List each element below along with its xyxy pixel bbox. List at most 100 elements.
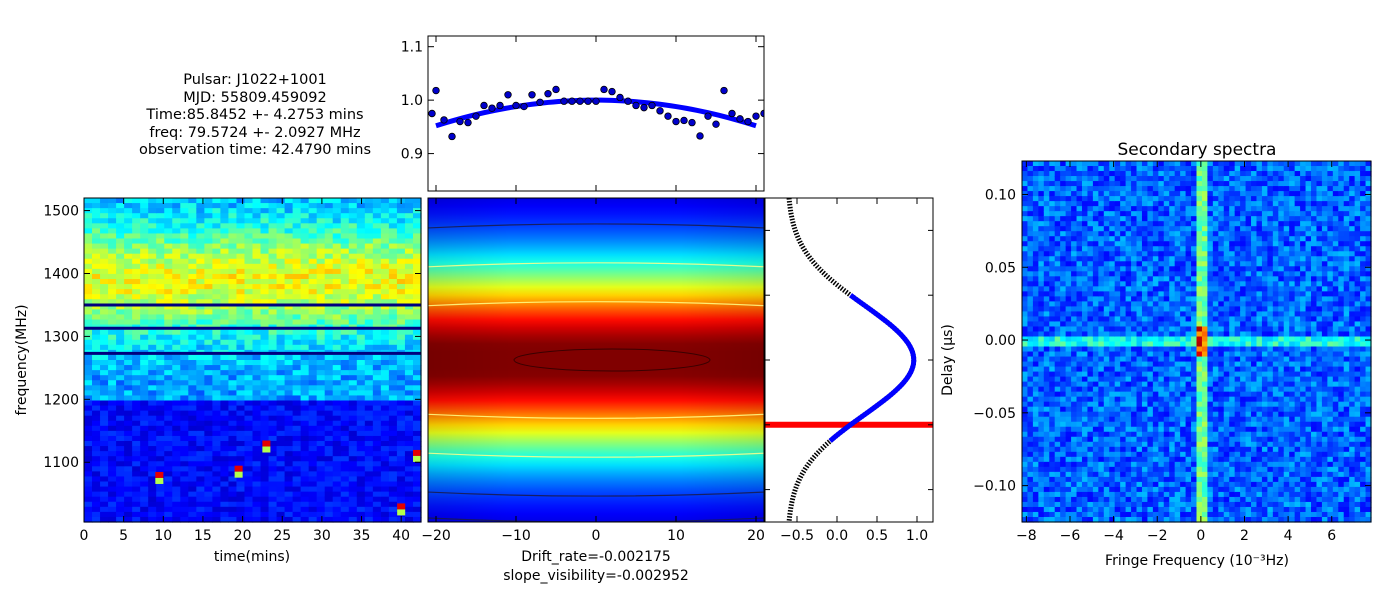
dynamic-spectrum-cell	[164, 228, 173, 235]
dynamic-spectrum-cell	[268, 395, 278, 402]
secondary-spectrum-cell	[1076, 211, 1083, 217]
dynamic-spectrum-cell	[124, 415, 133, 422]
dynamic-spectrum-cell	[220, 344, 230, 351]
dynamic-spectrum-cell	[348, 360, 358, 366]
secondary-spectrum-cell	[1114, 181, 1121, 187]
dynamic-spectrum-cell	[292, 420, 302, 427]
secondary-spectrum-cell	[1043, 466, 1050, 473]
secondary-spectrum-cell	[1071, 441, 1078, 448]
dynamic-spectrum-cell	[164, 395, 173, 402]
dynamic-spectrum-cell	[300, 481, 310, 488]
secondary-spectrum-cell	[1060, 421, 1067, 428]
secondary-spectrum-cell	[1136, 506, 1143, 513]
dynamic-spectrum-cell	[124, 284, 133, 290]
dynamic-spectrum-cell	[124, 395, 133, 402]
secondary-spectrum-cell	[1032, 446, 1039, 453]
dynamic-spectrum-cell	[292, 451, 302, 457]
secondary-spectrum-cell	[1027, 246, 1034, 252]
dynamic-spectrum-cell	[172, 456, 181, 462]
secondary-spectrum-cell	[1032, 311, 1039, 318]
dynamic-spectrum-cell	[236, 370, 246, 376]
secondary-spectrum-cell	[1022, 406, 1029, 413]
dynamic-spectrum-cell	[340, 425, 350, 432]
dynamic-spectrum-cell	[172, 441, 181, 447]
secondary-spectrum-cell	[1043, 266, 1050, 272]
secondary-spectrum-cell	[1087, 406, 1094, 413]
secondary-spectrum-cell	[1169, 421, 1176, 428]
dynamic-spectrum-cell	[228, 263, 238, 270]
secondary-spectrum-cell	[1076, 161, 1083, 167]
dynamic-spectrum-cell	[388, 319, 398, 326]
secondary-spectrum-cell	[1125, 226, 1132, 232]
dynamic-spectrum-cell	[172, 461, 181, 467]
dynamic-spectrum-cell	[276, 319, 286, 326]
dynamic-spectrum-cell	[388, 314, 398, 321]
dynamic-spectrum-cell	[260, 425, 270, 432]
dynamic-spectrum-cell	[108, 299, 117, 305]
dynamic-spectrum-cell	[268, 390, 278, 397]
dynamic-spectrum-cell	[404, 491, 414, 498]
dynamic-spectrum-cell	[172, 238, 181, 245]
dynamic-spectrum-cell	[156, 339, 165, 346]
dynamic-spectrum-cell	[276, 375, 286, 381]
dynamic-spectrum-cell	[324, 248, 334, 255]
secondary-spectrum-cell	[1125, 381, 1132, 388]
secondary-spectrum-cell	[1174, 296, 1181, 302]
dynamic-spectrum-cell	[156, 248, 165, 255]
dynamic-spectrum-cell	[156, 511, 165, 518]
secondary-spectrum-cell	[1032, 201, 1039, 207]
secondary-spectrum-cell	[1109, 276, 1116, 282]
secondary-spectrum-cell	[1158, 261, 1165, 267]
dynamic-spectrum-cell	[116, 400, 125, 407]
dynamic-spectrum-cell	[316, 491, 326, 498]
dynamic-spectrum-cell	[156, 496, 165, 503]
secondary-spectrum-cell	[1092, 316, 1099, 323]
dynamic-spectrum-cell	[340, 405, 350, 412]
dynamic-spectrum-cell	[204, 375, 213, 381]
dynamic-spectrum-cell	[116, 511, 125, 518]
dynamic-spectrum-cell	[300, 273, 310, 280]
dynamic-spectrum-cell	[156, 410, 165, 417]
secondary-spectrum-cell	[1087, 441, 1094, 448]
dynamic-spectrum-cell	[132, 334, 141, 341]
secondary-spectrum-cell	[1071, 386, 1078, 393]
secondary-spectrum-cell	[1065, 376, 1072, 383]
secondary-spectrum-cell	[1131, 271, 1138, 277]
dynamic-spectrum-cell	[364, 430, 374, 437]
dynamic-spectrum-cell	[164, 223, 173, 229]
dynamic-spectrum-cell	[172, 365, 181, 371]
dynamic-spectrum-cell	[212, 466, 221, 472]
secondary-spectrum-cell	[1071, 501, 1078, 508]
dynamic-spectrum-cell	[188, 203, 197, 209]
dynamic-spectrum-cell	[412, 243, 422, 250]
secondary-spectrum-cell	[1092, 436, 1099, 443]
dynamic-spectrum-cell	[220, 370, 230, 376]
dynamic-spectrum-cell	[228, 511, 238, 518]
dynamic-spectrum-cell	[276, 263, 286, 270]
secondary-spectrum-cell	[1114, 201, 1121, 207]
secondary-spectrum-cell	[1065, 391, 1072, 398]
secondary-spectrum-cell	[1163, 341, 1170, 348]
dynamic-spectrum-cell	[212, 501, 221, 508]
dynamic-spectrum-cell	[340, 213, 350, 219]
dynamic-spectrum-cell	[316, 511, 326, 518]
dynamic-spectrum-cell	[108, 223, 117, 229]
secondary-spectrum-cell	[1158, 306, 1165, 313]
secondary-spectrum-cell	[1158, 271, 1165, 277]
secondary-spectrum-cell	[1147, 471, 1154, 478]
dynamic-spectrum-cell	[148, 339, 157, 346]
dynamic-spectrum-cell	[124, 198, 133, 204]
secondary-spectrum-cell	[1049, 186, 1056, 192]
secondary-spectrum-cell	[1109, 236, 1116, 242]
secondary-spectrum-cell	[1049, 251, 1056, 257]
dynamic-spectrum-cell	[92, 213, 101, 219]
dynamic-spectrum-cell	[252, 506, 262, 513]
secondary-spectrum-cell	[1136, 231, 1143, 237]
dynamic-spectrum-cell	[372, 360, 382, 366]
dynamic-spectrum-cell	[236, 501, 246, 508]
secondary-spectrum-cell	[1152, 401, 1159, 408]
dynamic-spectrum-cell	[196, 263, 205, 270]
dynamic-spectrum-cell	[100, 456, 109, 462]
secondary-spectrum-cell	[1147, 316, 1154, 323]
secondary-spectrum-cell	[1174, 166, 1181, 172]
